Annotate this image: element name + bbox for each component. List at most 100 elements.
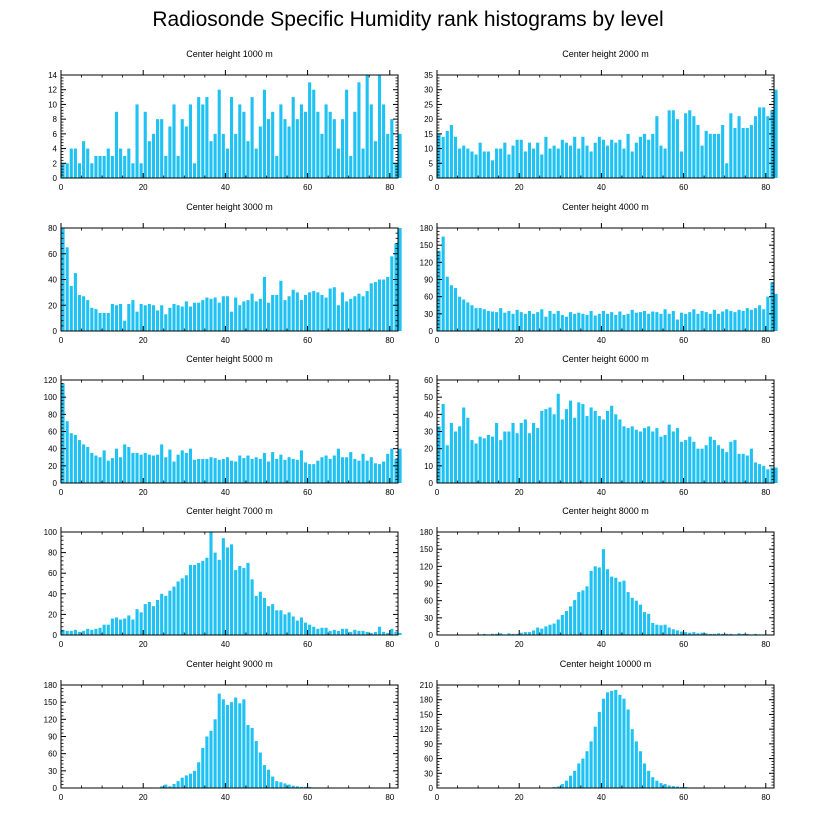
histogram-bar <box>671 786 675 788</box>
histogram-bar <box>716 133 721 178</box>
histogram-bar <box>741 453 745 483</box>
histogram-bar <box>246 300 250 331</box>
histogram-bar <box>523 313 527 331</box>
histogram-bar <box>127 148 131 178</box>
histogram-bar <box>365 75 369 178</box>
histogram-bar <box>745 127 749 178</box>
histogram-bar <box>102 312 106 331</box>
histogram-bar <box>353 629 357 635</box>
x-tick-label: 40 <box>221 183 230 192</box>
histogram-bar <box>655 312 659 331</box>
histogram-bar <box>172 783 176 788</box>
histogram-bar <box>106 148 110 178</box>
histogram-bar <box>511 313 515 331</box>
histogram-bar <box>390 119 394 178</box>
histogram-bar <box>279 280 283 331</box>
histogram-bar <box>316 460 320 483</box>
histogram-bar <box>527 433 532 483</box>
histogram-bar <box>201 560 205 635</box>
histogram-bar <box>164 457 168 483</box>
histogram-bar <box>131 452 135 483</box>
histogram-bar <box>593 726 597 788</box>
histogram-bar <box>585 416 589 483</box>
histogram-bar <box>275 781 279 788</box>
histogram-bar <box>230 311 234 331</box>
histogram-bar <box>569 145 573 178</box>
x-tick-label: 20 <box>515 336 524 345</box>
y-tick-label: 14 <box>48 71 57 80</box>
histogram-bar <box>679 312 684 331</box>
histogram-bar <box>147 602 151 635</box>
y-tick-label: 150 <box>420 241 434 250</box>
histogram-bar <box>540 628 544 635</box>
histogram-bar <box>610 690 614 788</box>
histogram-bar <box>369 457 373 483</box>
histogram-bar <box>205 458 209 483</box>
histogram-bar <box>369 283 373 331</box>
histogram-bar <box>647 313 651 331</box>
histogram-bar <box>634 142 638 178</box>
histogram-bar <box>262 597 266 635</box>
x-tick-label: 20 <box>139 336 148 345</box>
histogram-bar <box>642 133 647 178</box>
panel-title: Center height 6000 m <box>562 354 649 364</box>
histogram-bar <box>221 458 225 483</box>
histogram-bar <box>131 300 135 331</box>
histogram-bar <box>119 457 123 483</box>
histogram-bar <box>560 784 564 788</box>
histogram-bar <box>762 465 766 483</box>
y-tick-label: 0 <box>429 784 434 793</box>
histogram-bar <box>106 460 110 483</box>
histogram-bar <box>536 142 540 178</box>
histogram-bar <box>287 457 291 483</box>
histogram-bar <box>377 279 382 331</box>
histogram-bar <box>221 133 225 178</box>
histogram-bar <box>279 610 283 635</box>
histogram-bar <box>271 294 275 331</box>
histogram-bar <box>527 310 532 331</box>
histogram-bar <box>770 467 774 483</box>
y-tick-label: 5 <box>429 159 434 168</box>
histogram-bar <box>573 600 577 635</box>
x-tick-label: 80 <box>761 336 770 345</box>
histogram-bar <box>721 448 725 483</box>
histogram-panel: Center height 1000 m 0 20 40 60 80 0 2 4 6 8 10 12 14 <box>48 49 402 192</box>
y-tick-label: 120 <box>420 562 434 571</box>
histogram-bar <box>655 780 659 788</box>
histogram-bar <box>684 113 688 178</box>
histogram-bar <box>482 151 486 178</box>
histogram-bar <box>540 309 544 331</box>
histogram-bar <box>696 448 700 483</box>
histogram-bar <box>589 310 593 331</box>
x-tick-label: 80 <box>385 640 394 649</box>
histogram-bar <box>242 458 246 483</box>
x-tick-label: 0 <box>435 640 440 649</box>
histogram-bar <box>373 282 377 331</box>
histogram-bar <box>536 312 540 331</box>
x-tick-label: 80 <box>761 640 770 649</box>
histogram-bar <box>753 116 758 178</box>
histogram-bar <box>308 82 312 178</box>
histogram-bar <box>382 279 386 331</box>
y-tick-label: 120 <box>44 715 58 724</box>
histogram-bar <box>193 564 197 635</box>
histogram-bar <box>151 305 156 331</box>
histogram-bar <box>490 160 495 178</box>
histogram-bar <box>308 624 312 635</box>
x-tick-label: 20 <box>515 488 524 497</box>
histogram-bar <box>262 89 266 178</box>
histogram-bar <box>110 618 114 635</box>
histogram-bar <box>213 458 217 483</box>
panel-title: Center height 4000 m <box>562 202 649 212</box>
histogram-bar <box>753 633 758 635</box>
histogram-bar <box>254 301 258 331</box>
x-tick-label: 80 <box>385 793 394 802</box>
histogram-bar <box>127 446 131 483</box>
histogram-bar <box>225 457 229 483</box>
histogram-bar <box>696 633 700 635</box>
histogram-bar <box>213 133 217 178</box>
histogram-bar <box>135 609 139 635</box>
x-tick-label: 20 <box>515 640 524 649</box>
histogram-bar <box>266 606 271 635</box>
histogram-bar <box>353 458 357 483</box>
